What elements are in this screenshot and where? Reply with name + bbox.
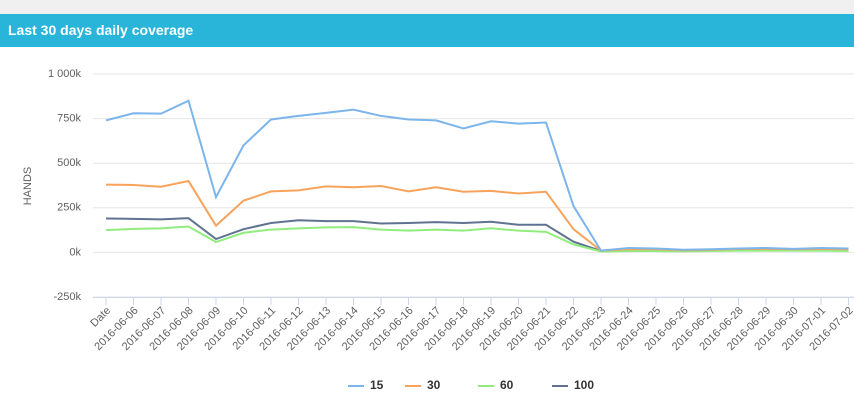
series-line: [105, 179, 849, 252]
legend-label: 100: [574, 378, 594, 392]
chart-title: Last 30 days daily coverage: [8, 22, 194, 38]
legend-label: 15: [370, 378, 384, 392]
series-line: [105, 99, 849, 252]
y-tick-label: 500k: [57, 157, 81, 169]
y-tick-label: 1 000k: [48, 68, 82, 80]
series-line: [105, 225, 849, 253]
panel: [0, 14, 854, 418]
x-tick-label: Date: [88, 305, 113, 330]
y-tick-label: 750k: [57, 113, 81, 125]
legend-label: 30: [427, 378, 441, 392]
legend-label: 60: [500, 378, 514, 392]
y-tick-label: -250k: [53, 291, 81, 303]
header-bar: [0, 14, 854, 47]
y-tick-label: 0k: [69, 246, 81, 258]
y-tick-label: 250k: [57, 202, 81, 214]
y-axis-title: HANDS: [22, 167, 34, 206]
